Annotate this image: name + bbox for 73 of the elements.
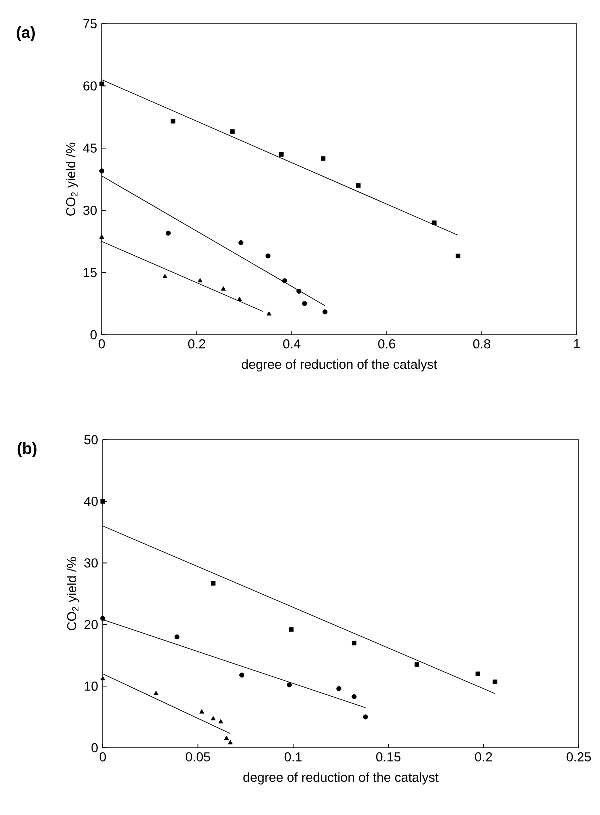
y-tick-label: 20: [84, 620, 98, 630]
point: [100, 676, 106, 680]
point: [282, 278, 288, 284]
point: [352, 640, 357, 646]
x-axis-title: degree of reduction of the catalyst: [242, 360, 438, 372]
point: [100, 499, 106, 504]
point: [221, 286, 226, 291]
point: [100, 168, 104, 174]
point: [352, 694, 357, 700]
y-tick-label: 60: [84, 82, 97, 91]
x-tick-label: 0.05: [186, 752, 210, 762]
point: [302, 301, 308, 306]
point: [296, 288, 302, 294]
point: [336, 686, 342, 692]
x-tick-label: 0.25: [566, 752, 592, 762]
x-tick-label: 0: [98, 340, 106, 349]
point: [289, 627, 294, 632]
point: [266, 311, 272, 316]
point: [279, 152, 284, 157]
chart-title: (b): [18, 442, 37, 458]
chart-title: (a): [17, 26, 36, 42]
y-tick-label: 0: [92, 743, 98, 753]
point: [240, 672, 244, 678]
x-tick-label: 0.8: [473, 340, 490, 349]
point: [218, 719, 224, 724]
point: [363, 714, 368, 720]
point: [476, 672, 480, 676]
point: [237, 296, 242, 302]
point: [200, 709, 204, 714]
point: [162, 274, 168, 278]
y-axis-title: CO$_{2}$ yield /%: [67, 557, 80, 630]
point: [356, 183, 361, 188]
point: [100, 616, 106, 622]
y-tick-label: 40: [84, 496, 98, 506]
y-tick-label: 75: [84, 19, 97, 29]
point: [174, 634, 180, 640]
x-tick-label: 1: [574, 340, 580, 348]
point: [166, 230, 171, 236]
y-tick-label: 10: [84, 682, 98, 691]
y-tick-label: 45: [83, 144, 97, 153]
point: [154, 691, 159, 696]
point: [228, 740, 234, 745]
point: [100, 234, 104, 240]
y-axis-title: CO$_{2}$ yield /%: [66, 142, 78, 216]
y-tick-label: 30: [84, 558, 98, 568]
point: [321, 156, 326, 162]
x-tick-label: 0.4: [283, 340, 301, 349]
x-axis-title: degree of reduction of the catalyst: [244, 772, 439, 785]
x-tick-label: 0.2: [475, 752, 492, 762]
x-tick-label: 0.6: [378, 340, 396, 349]
point: [238, 240, 244, 246]
point: [432, 220, 437, 226]
point: [492, 680, 498, 684]
point: [211, 581, 216, 586]
point: [266, 254, 271, 259]
y-tick-label: 50: [84, 435, 98, 445]
point: [170, 119, 176, 124]
point: [210, 716, 216, 721]
x-tick-label: 0.15: [376, 752, 401, 762]
point: [100, 82, 104, 86]
point: [287, 682, 292, 688]
x-tick-label: 0.1: [284, 752, 302, 762]
point: [224, 736, 230, 740]
point: [198, 278, 203, 283]
y-tick-label: 30: [84, 206, 97, 216]
point: [230, 130, 235, 134]
y-tick-label: 15: [84, 268, 97, 278]
point: [414, 662, 420, 668]
x-tick-label: 0.2: [188, 340, 206, 349]
point: [456, 254, 461, 258]
x-tick-label: 0: [100, 752, 106, 762]
point: [322, 310, 328, 315]
y-tick-label: 0: [90, 330, 97, 340]
